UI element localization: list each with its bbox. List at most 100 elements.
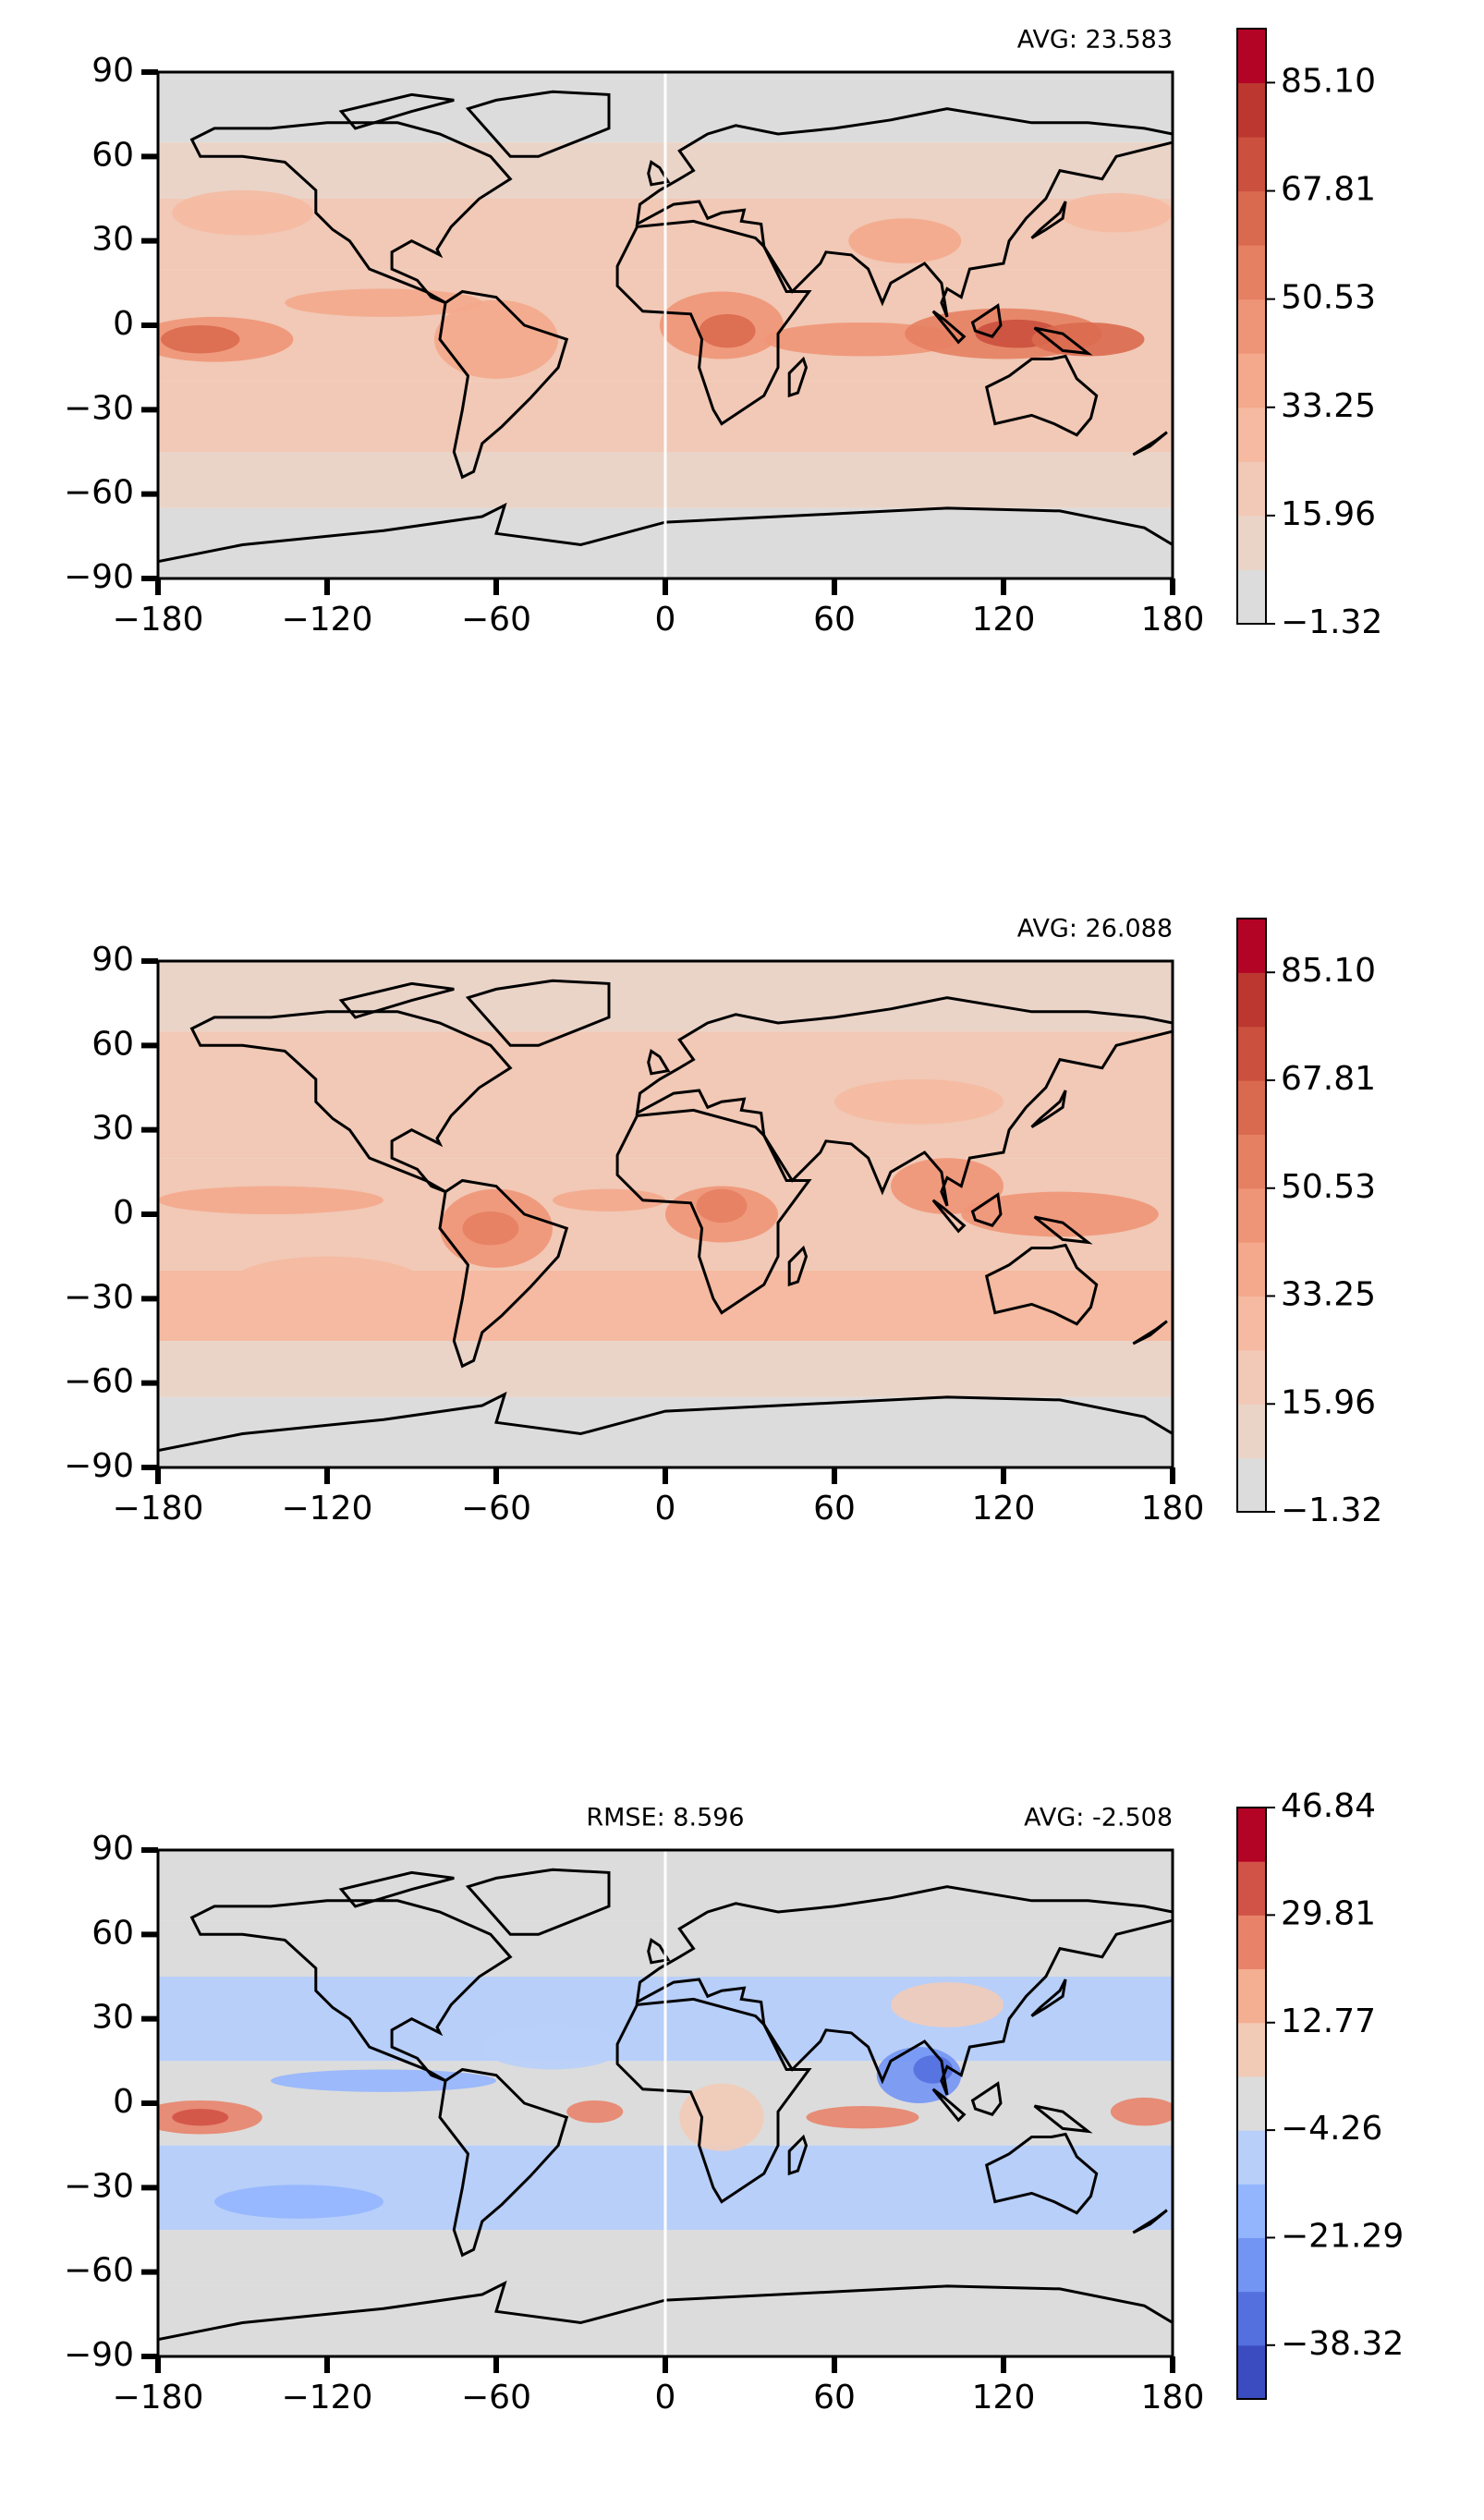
y-tick-label: 30: [91, 1999, 134, 2037]
x-tick-label: 0: [655, 1490, 676, 1528]
field-band: [158, 1341, 1173, 1397]
y-tick-label: 90: [91, 52, 134, 90]
x-tick-label: −120: [282, 601, 373, 639]
colorbar-tick-label: −1.32: [1281, 1491, 1382, 1529]
colorbar-band: [1237, 190, 1266, 246]
coastline: [635, 996, 1173, 1207]
coastline: [970, 1192, 1003, 1227]
field-blob: [1060, 192, 1173, 233]
colorbar-band: [1237, 353, 1266, 408]
colorbar-band: [1237, 972, 1266, 1028]
x-tick-label: 60: [813, 1490, 856, 1528]
y-tick-label: 0: [113, 1194, 134, 1232]
coastline: [931, 2088, 967, 2123]
field-blob: [566, 2100, 624, 2124]
x-tick-label: 60: [813, 2379, 856, 2417]
y-tick-label: 0: [113, 305, 134, 343]
y-tick-label: 60: [91, 1914, 134, 1952]
field-blob: [806, 2106, 919, 2129]
coastline: [1132, 431, 1168, 457]
y-tick-label: −90: [64, 2336, 134, 2374]
field-blob: [696, 1188, 748, 1223]
colorbar-band: [1237, 2237, 1266, 2293]
colorbar-tick-label: 50.53: [1281, 279, 1376, 317]
field-blob: [214, 2185, 383, 2219]
coastline: [338, 92, 455, 130]
colorbar-tick-label: 50.53: [1281, 1168, 1376, 1206]
field-blob: [172, 189, 313, 236]
field-band: [158, 1031, 1173, 1088]
field-blob: [481, 2024, 624, 2070]
field: [158, 1850, 1173, 2356]
y-tick-label: −30: [64, 1278, 134, 1316]
colorbar-band: [1237, 2184, 1266, 2238]
coastline: [615, 1108, 812, 1315]
colorbar-band: [1237, 1080, 1266, 1135]
colorbar-band: [1237, 2130, 1266, 2185]
x-tick-label: 180: [1141, 2379, 1205, 2417]
colorbar-tick-label: 67.81: [1281, 171, 1376, 209]
field-blob: [158, 1186, 383, 1215]
field: [158, 72, 1173, 578]
colorbar-tick-label: −21.29: [1281, 2217, 1404, 2255]
field-blob: [271, 2069, 496, 2092]
x-tick-label: 120: [972, 1490, 1036, 1528]
colorbar-tick-label: 33.25: [1281, 387, 1376, 425]
field: [158, 961, 1173, 1467]
y-tick-label: 30: [91, 221, 134, 259]
coastline: [1033, 326, 1093, 356]
field-blob: [891, 1982, 1004, 2027]
annotation: AVG: -2.508: [1024, 1804, 1173, 1832]
colorbar-band: [1237, 2291, 1266, 2346]
y-tick-label: −90: [64, 558, 134, 596]
coastline: [189, 1010, 513, 1193]
map-panel: −180 −120 −60 0 60 120 180 90 60 30 0 −30 −60 −90 AVG:…: [64, 915, 1382, 1530]
coastline: [158, 502, 1173, 564]
colorbar-tick-label: 67.81: [1281, 1060, 1376, 1098]
coastline: [1132, 2209, 1168, 2234]
x-tick-label: 120: [972, 2379, 1036, 2417]
colorbar-band: [1237, 1808, 1266, 1862]
field-blob: [462, 1211, 519, 1246]
coastline: [635, 1885, 1173, 2096]
y-tick-label: −60: [64, 1363, 134, 1401]
coastline: [970, 303, 1003, 338]
x-tick-label: −120: [282, 1490, 373, 1528]
coastline: [931, 1199, 967, 1234]
map-panel: −180 −120 −60 0 60 120 180 90 60 30 0 −30 −60 −90 AVG:…: [64, 26, 1382, 642]
colorbar-tick-label: 46.84: [1281, 1787, 1376, 1825]
colorbar-frame: [1236, 28, 1267, 625]
field-blob: [848, 218, 962, 264]
coastline: [189, 1899, 513, 2082]
map-panel: −180 −120 −60 0 60 120 180 90 60 30 0 −30 −60 −90 RMSE…: [64, 1787, 1404, 2417]
coastline: [438, 1178, 569, 1369]
x-tick-label: −60: [461, 601, 531, 639]
coastline: [1030, 1978, 1067, 2017]
x-tick-label: 180: [1141, 1490, 1205, 1528]
annotation: RMSE: 8.596: [586, 1804, 744, 1832]
y-tick-label: −60: [64, 2252, 134, 2290]
colorbar-tick-label: 85.10: [1281, 952, 1376, 990]
x-tick-label: 120: [972, 601, 1036, 639]
colorbar-tick-label: 15.96: [1281, 495, 1376, 533]
coastline: [465, 979, 611, 1047]
colorbar-band: [1237, 1861, 1266, 1916]
colorbar-band: [1237, 2344, 1266, 2400]
field-blob: [834, 1078, 1004, 1125]
coastline: [984, 2132, 1099, 2215]
colorbar-band: [1237, 1968, 1266, 2024]
x-tick-label: −180: [113, 1490, 204, 1528]
coastline: [615, 1997, 812, 2204]
colorbar-band: [1237, 1349, 1266, 1405]
colorbar-band: [1237, 29, 1266, 84]
coastline: [338, 1870, 455, 1908]
y-tick-label: 90: [91, 941, 134, 979]
field-blob: [228, 1256, 426, 1313]
coastline: [1033, 1215, 1093, 1245]
coastline: [787, 356, 809, 398]
colorbar-band: [1237, 2022, 1266, 2077]
colorbar-frame: [1236, 1807, 1267, 2400]
y-tick-label: −60: [64, 474, 134, 512]
colorbar-band: [1237, 298, 1266, 354]
field-blob: [699, 313, 756, 348]
